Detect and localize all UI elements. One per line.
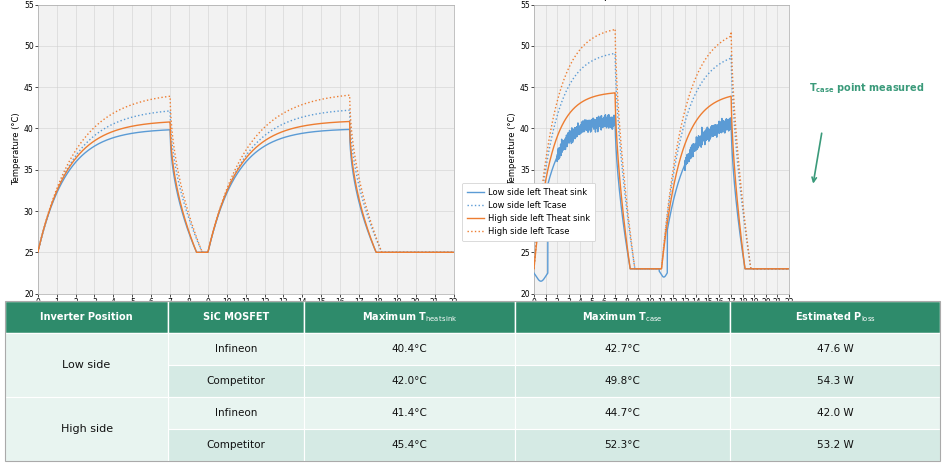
Y-axis label: Temperature (°C): Temperature (°C) <box>508 113 516 185</box>
Text: Inverter Position: Inverter Position <box>41 312 133 322</box>
Text: SiC MOSFET: SiC MOSFET <box>203 312 269 322</box>
Text: Maximum T$_{\mathrm{case}}$: Maximum T$_{\mathrm{case}}$ <box>582 310 662 323</box>
Title: Competitor 20 mΩ SiC MOSFET: Competitor 20 mΩ SiC MOSFET <box>580 0 742 1</box>
Text: Infineon: Infineon <box>215 344 257 354</box>
Legend: Low side left Theat sink, Low side left Tcase, High side left Theat sink, High s: Low side left Theat sink, Low side left … <box>462 183 595 241</box>
Text: 45.4°C: 45.4°C <box>391 440 427 450</box>
Text: Infineon: Infineon <box>215 408 257 418</box>
Text: $\mathbf{T_{case}}$ point measured: $\mathbf{T_{case}}$ point measured <box>808 81 924 95</box>
Text: 42.0°C: 42.0°C <box>391 376 427 386</box>
X-axis label: time (min): time (min) <box>224 308 267 317</box>
Text: 44.7°C: 44.7°C <box>603 408 639 418</box>
Text: 41.4°C: 41.4°C <box>391 408 427 418</box>
Text: 49.8°C: 49.8°C <box>603 376 639 386</box>
Text: Competitor: Competitor <box>207 440 265 450</box>
Text: Low side: Low side <box>62 360 110 370</box>
Text: 42.0 W: 42.0 W <box>816 408 852 418</box>
X-axis label: time (min): time (min) <box>639 308 683 317</box>
Text: 54.3 W: 54.3 W <box>816 376 852 386</box>
Title: Infineon 20 mΩ SiC CoolSiC™ MOSFET: Infineon 20 mΩ SiC CoolSiC™ MOSFET <box>145 0 346 1</box>
Text: Competitor: Competitor <box>207 376 265 386</box>
Text: High side: High side <box>60 424 112 434</box>
Text: 40.4°C: 40.4°C <box>391 344 427 354</box>
Y-axis label: Temperature (°C): Temperature (°C) <box>12 113 21 185</box>
Text: 47.6 W: 47.6 W <box>816 344 852 354</box>
Text: Estimated P$_{\mathrm{loss}}$: Estimated P$_{\mathrm{loss}}$ <box>794 310 874 323</box>
Text: Maximum T$_{\mathrm{heat\,sink}}$: Maximum T$_{\mathrm{heat\,sink}}$ <box>362 310 457 323</box>
Text: 42.7°C: 42.7°C <box>603 344 639 354</box>
Text: 52.3°C: 52.3°C <box>603 440 639 450</box>
Text: 53.2 W: 53.2 W <box>816 440 852 450</box>
